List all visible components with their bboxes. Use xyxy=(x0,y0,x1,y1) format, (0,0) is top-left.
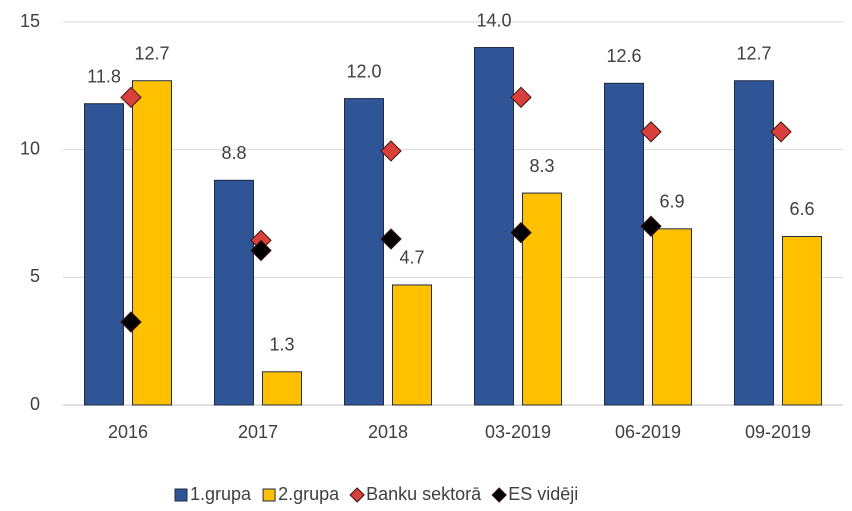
legend-swatch xyxy=(491,487,507,503)
legend-swatch xyxy=(174,488,188,502)
data-label: 11.8 xyxy=(87,66,121,86)
marker xyxy=(510,86,532,109)
data-label: 8.8 xyxy=(221,143,246,163)
bar xyxy=(734,80,774,406)
bar xyxy=(262,371,302,406)
marker xyxy=(120,86,142,109)
bar xyxy=(782,235,822,406)
legend-swatch xyxy=(349,487,365,503)
x-tick-label: 2018 xyxy=(368,422,408,442)
bar xyxy=(652,228,692,406)
bar xyxy=(474,47,514,406)
data-label: 4.7 xyxy=(399,248,424,268)
marker xyxy=(380,140,402,162)
marker xyxy=(640,215,662,237)
x-tick-label: 2016 xyxy=(108,422,148,442)
x-tick-label: 06-2019 xyxy=(615,422,681,442)
data-label: 12.7 xyxy=(736,43,771,63)
bar xyxy=(392,284,432,406)
legend-label: Banku sektorā xyxy=(366,484,482,504)
marker xyxy=(640,121,662,143)
bar xyxy=(84,103,124,406)
bar xyxy=(522,192,562,406)
data-label: 6.6 xyxy=(789,199,814,219)
bar xyxy=(132,80,172,406)
marker xyxy=(250,239,272,262)
marker xyxy=(120,311,142,333)
legend-label: 2.grupa xyxy=(278,484,340,504)
legend-label: ES vidēji xyxy=(508,484,578,504)
y-tick-label: 15 xyxy=(20,11,40,31)
bar xyxy=(344,98,384,406)
y-tick-label: 0 xyxy=(30,394,40,414)
marker xyxy=(770,121,792,143)
data-label: 12.7 xyxy=(134,43,169,63)
data-label: 6.9 xyxy=(659,192,684,212)
y-tick-label: 5 xyxy=(30,266,40,286)
bar xyxy=(604,82,644,406)
y-tick-label: 10 xyxy=(20,138,40,158)
legend-label: 1.grupa xyxy=(190,484,252,504)
bar xyxy=(214,179,254,406)
data-label: 1.3 xyxy=(269,335,294,355)
legend-swatch xyxy=(262,488,276,502)
marker xyxy=(380,228,402,250)
x-tick-label: 2017 xyxy=(238,422,278,442)
marker xyxy=(510,221,532,244)
data-label: 12.0 xyxy=(346,61,381,81)
x-tick-label: 09-2019 xyxy=(745,422,811,442)
data-label: 8.3 xyxy=(529,156,554,176)
data-label: 14.0 xyxy=(476,10,511,30)
data-label: 12.6 xyxy=(606,46,641,66)
x-tick-label: 03-2019 xyxy=(485,422,551,442)
